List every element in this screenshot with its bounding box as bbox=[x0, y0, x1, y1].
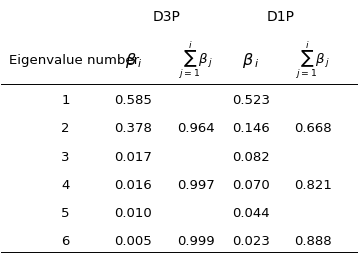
Text: 0.668: 0.668 bbox=[294, 122, 332, 135]
Text: D1P: D1P bbox=[267, 10, 295, 24]
Text: $\sum_{j=1}^{i}\beta_{\,j}$: $\sum_{j=1}^{i}\beta_{\,j}$ bbox=[178, 39, 213, 81]
Text: 0.017: 0.017 bbox=[114, 150, 152, 164]
Text: 0.997: 0.997 bbox=[177, 179, 214, 192]
Text: 0.005: 0.005 bbox=[114, 235, 152, 248]
Text: $\beta_{\,i}$: $\beta_{\,i}$ bbox=[125, 51, 142, 70]
Text: 0.888: 0.888 bbox=[294, 235, 332, 248]
Text: 5: 5 bbox=[61, 207, 70, 220]
Text: $\beta_{\,i}$: $\beta_{\,i}$ bbox=[242, 51, 259, 70]
Text: 0.964: 0.964 bbox=[177, 122, 214, 135]
Text: 3: 3 bbox=[61, 150, 70, 164]
Text: $\sum_{j=1}^{i}\beta_{\,j}$: $\sum_{j=1}^{i}\beta_{\,j}$ bbox=[295, 39, 331, 81]
Text: 0.044: 0.044 bbox=[232, 207, 270, 220]
Text: 2: 2 bbox=[61, 122, 70, 135]
Text: 0.010: 0.010 bbox=[114, 207, 152, 220]
Text: 0.023: 0.023 bbox=[232, 235, 270, 248]
Text: Eigenvalue number: Eigenvalue number bbox=[9, 54, 139, 67]
Text: 0.070: 0.070 bbox=[232, 179, 270, 192]
Text: 0.821: 0.821 bbox=[294, 179, 332, 192]
Text: 6: 6 bbox=[61, 235, 70, 248]
Text: 0.585: 0.585 bbox=[114, 94, 152, 107]
Text: 0.082: 0.082 bbox=[232, 150, 270, 164]
Text: 0.016: 0.016 bbox=[114, 179, 152, 192]
Text: 0.523: 0.523 bbox=[232, 94, 270, 107]
Text: 1: 1 bbox=[61, 94, 70, 107]
Text: 0.999: 0.999 bbox=[177, 235, 214, 248]
Text: D3P: D3P bbox=[153, 10, 181, 24]
Text: 0.146: 0.146 bbox=[232, 122, 270, 135]
Text: 0.378: 0.378 bbox=[114, 122, 152, 135]
Text: 4: 4 bbox=[61, 179, 70, 192]
